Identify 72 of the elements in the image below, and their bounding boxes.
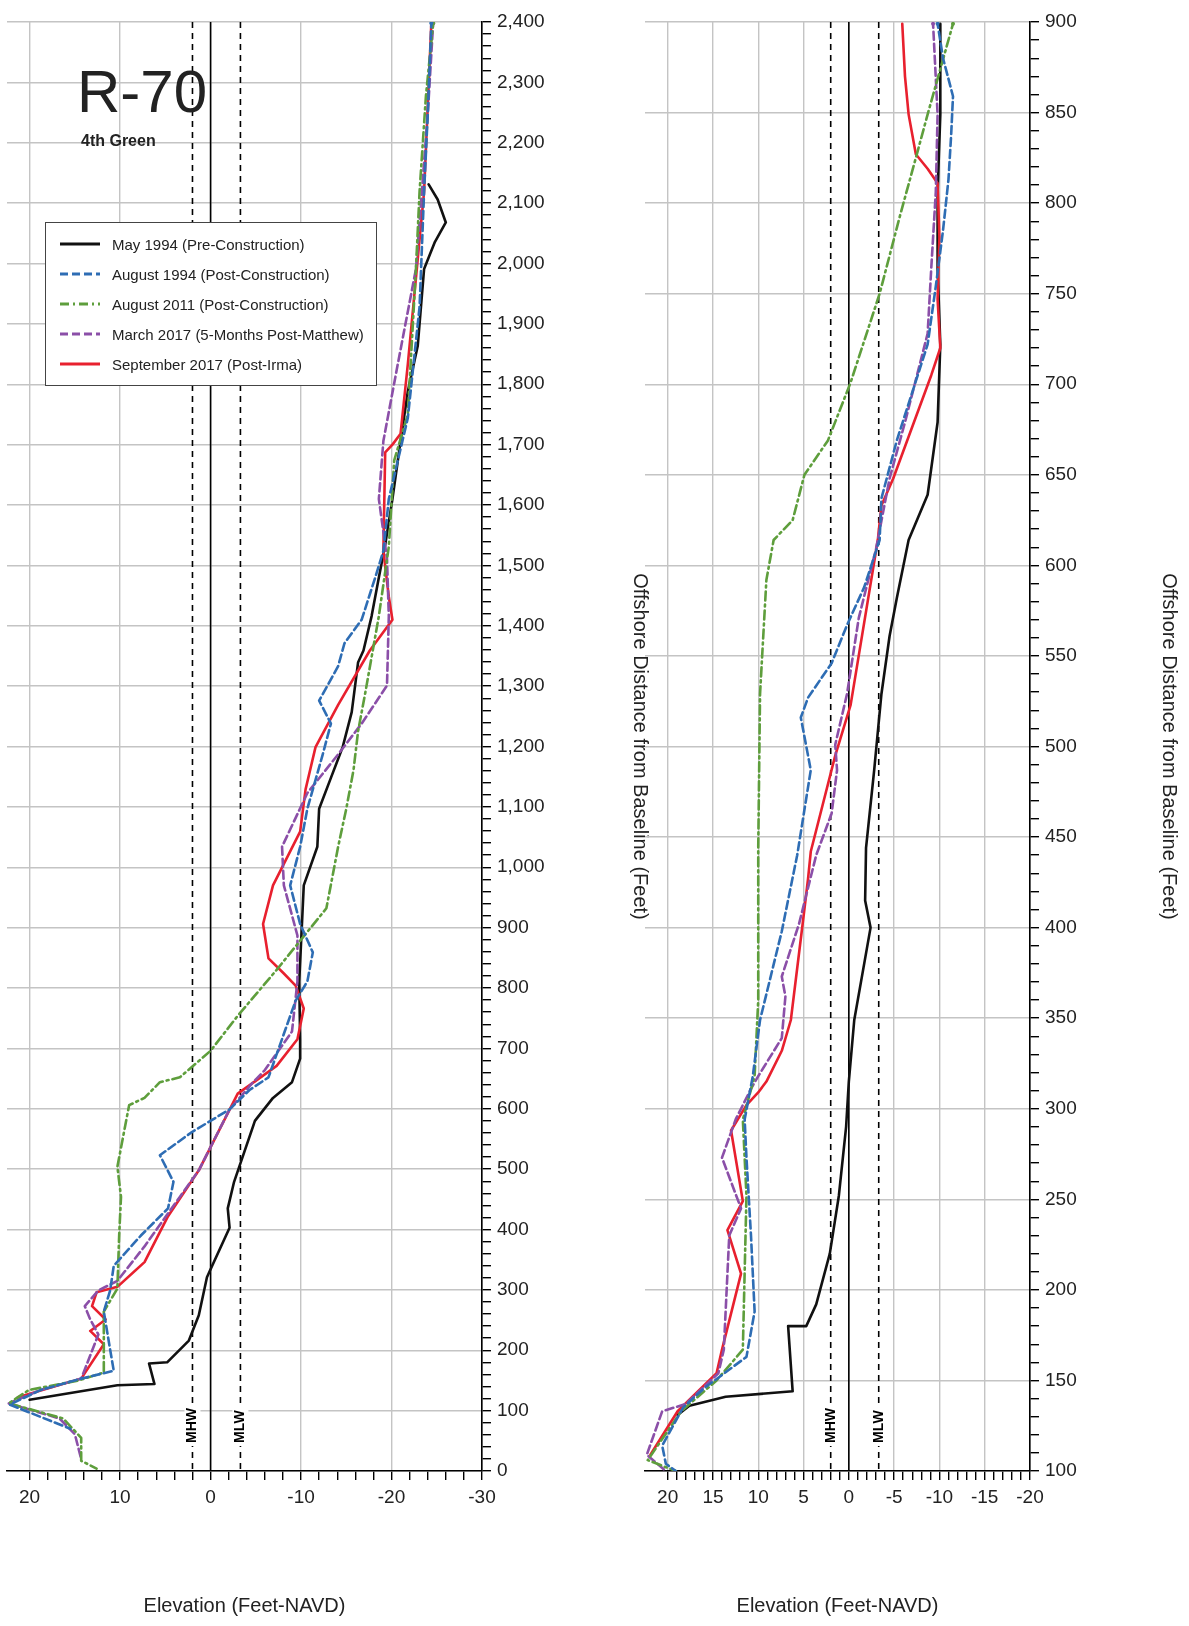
y-tick-label: 2,400	[497, 10, 545, 32]
y-tick-label: 200	[1045, 1278, 1077, 1300]
x-tick-label: 15	[702, 1485, 724, 1507]
y-tick-label: 250	[1045, 1187, 1077, 1209]
y-tick-label: 1,500	[497, 553, 545, 575]
y-tick-label: 850	[1045, 100, 1077, 122]
y-tick-label: 400	[1045, 915, 1077, 937]
y-tick-label: 500	[497, 1157, 529, 1179]
x-tick-label: -15	[970, 1485, 999, 1507]
y-tick-label: 600	[1045, 553, 1077, 575]
y-tick-label: 1,400	[497, 613, 545, 635]
x-tick-label: -20	[1016, 1485, 1044, 1507]
y-tick-label: 1,300	[497, 674, 545, 696]
y-tick-label: 750	[1045, 281, 1077, 303]
x-tick-label: -30	[468, 1485, 496, 1507]
y-tick-label: 2,300	[497, 70, 545, 92]
y-tick-label: 450	[1045, 825, 1077, 847]
text: 4th Green	[81, 132, 156, 150]
legend-label: August 2011 (Post-Construction)	[112, 295, 329, 313]
x-axis-title: Elevation (Feet-NAVD)	[143, 1593, 346, 1616]
x-tick-label: -10	[287, 1485, 315, 1507]
y-tick-label: 2,200	[497, 130, 545, 152]
y-tick-label: 100	[1045, 1459, 1077, 1481]
y-tick-label: 2,100	[497, 191, 545, 213]
y-tick-label: 400	[497, 1217, 529, 1239]
x-axis-title: Elevation (Feet-NAVD)	[736, 1593, 939, 1616]
legend-label: August 1994 (Post-Construction)	[112, 265, 330, 283]
y-tick-label: 650	[1045, 463, 1077, 485]
x-tick-label: 0	[205, 1485, 216, 1507]
y-tick-label: 1,600	[497, 493, 545, 515]
x-tick-label: 5	[798, 1485, 809, 1507]
x-tick-label: 20	[657, 1485, 679, 1507]
x-tick-label: -20	[377, 1485, 406, 1507]
y-tick-label: 150	[1045, 1368, 1077, 1390]
x-tick-label: -10	[925, 1485, 954, 1507]
y-tick-label: 1,100	[497, 795, 545, 817]
y-tick-label: 100	[497, 1398, 529, 1420]
legend-label: March 2017 (5-Months Post-Matthew)	[112, 325, 364, 343]
y-tick-label: 500	[1045, 734, 1077, 756]
y-tick-label: 1,000	[497, 855, 545, 877]
y-tick-label: 550	[1045, 644, 1077, 666]
y-tick-label: 350	[1045, 1006, 1077, 1028]
x-tick-label: 10	[109, 1485, 131, 1507]
y-tick-label: 800	[1045, 191, 1077, 213]
ref-line-label: MHW	[183, 1407, 200, 1443]
ref-line-label: MLW	[869, 1409, 886, 1443]
legend-label: September 2017 (Post-Irma)	[112, 355, 303, 373]
x-tick-label: -5	[885, 1485, 903, 1507]
y-axis-title: Offshore Distance from Baseline (Feet)	[1159, 573, 1182, 920]
y-tick-label: 1,900	[497, 312, 545, 334]
legend-label: May 1994 (Pre-Construction)	[112, 235, 305, 253]
y-tick-label: 700	[1045, 372, 1077, 394]
y-tick-label: 1,200	[497, 734, 545, 756]
y-tick-label: 300	[497, 1278, 529, 1300]
x-tick-label: 0	[843, 1485, 855, 1507]
y-tick-label: 2,000	[497, 251, 545, 273]
y-tick-label: 0	[497, 1459, 508, 1481]
y-axis-title: Offshore Distance from Baseline (Feet)	[630, 573, 653, 920]
x-tick-label: 10	[747, 1485, 769, 1507]
y-tick-label: 700	[497, 1036, 529, 1058]
y-tick-label: 900	[1045, 10, 1077, 32]
y-tick-label: 300	[1045, 1096, 1077, 1118]
text: R-70	[77, 58, 208, 125]
y-tick-label: 600	[497, 1096, 529, 1118]
x-tick-label: 20	[19, 1485, 41, 1507]
y-tick-label: 200	[497, 1338, 529, 1360]
y-tick-label: 900	[497, 915, 529, 937]
y-tick-label: 1,800	[497, 372, 545, 394]
y-tick-label: 800	[497, 976, 529, 998]
ref-line-label: MLW	[231, 1409, 248, 1443]
y-tick-label: 1,700	[497, 432, 545, 454]
ref-line-label: MHW	[821, 1407, 838, 1443]
